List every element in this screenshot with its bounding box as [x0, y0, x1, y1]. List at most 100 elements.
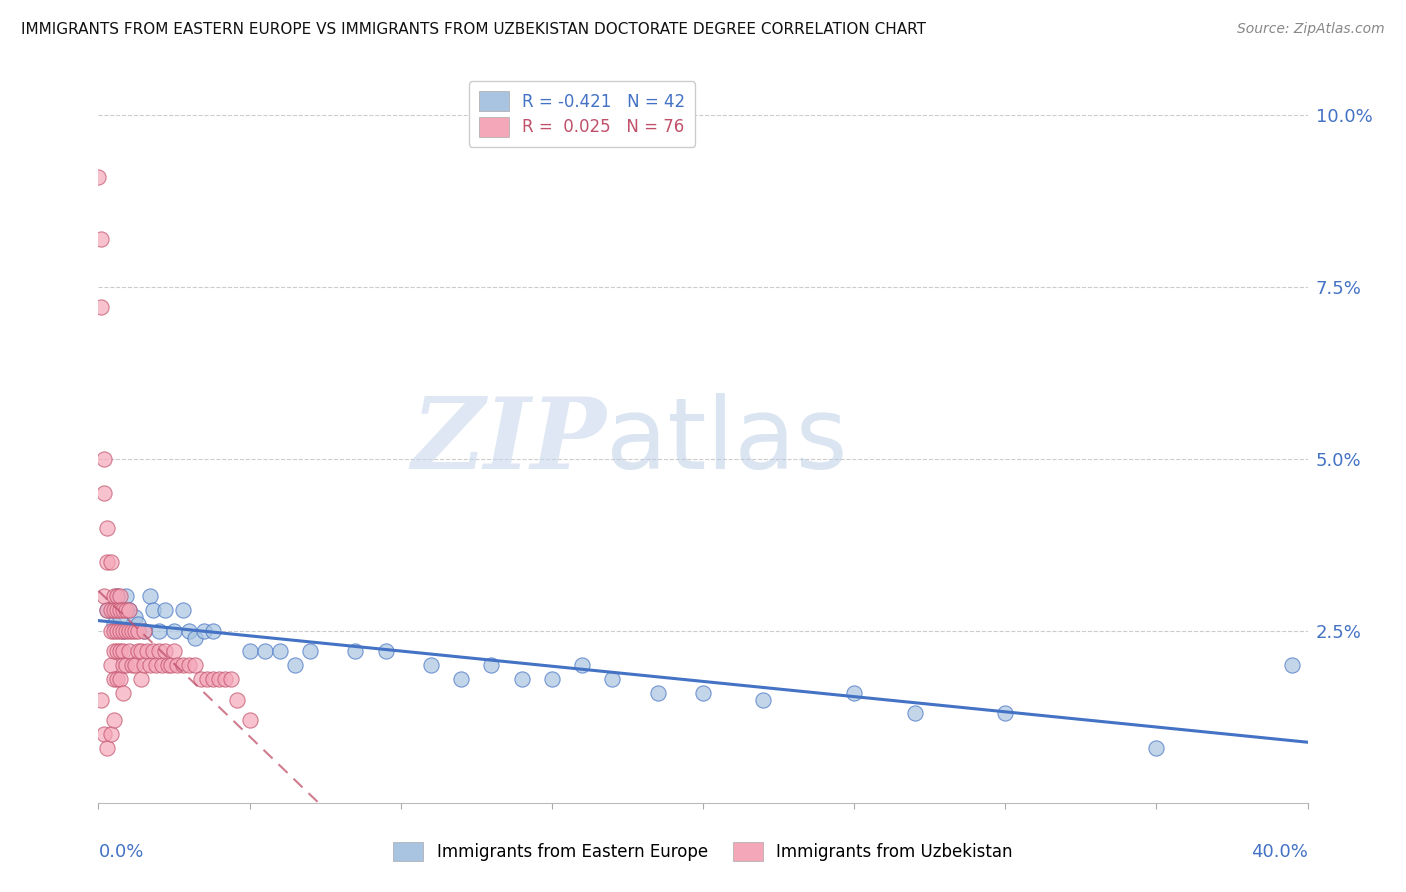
Point — [124, 610, 146, 624]
Point — [221, 672, 243, 686]
Point — [103, 644, 125, 658]
Point — [124, 658, 146, 673]
Point — [1281, 658, 1303, 673]
Point — [111, 624, 134, 638]
Point — [114, 658, 136, 673]
Point — [96, 555, 118, 569]
Point — [90, 692, 112, 706]
Point — [139, 658, 162, 673]
Point — [253, 644, 276, 658]
Point — [96, 520, 118, 534]
Point — [148, 644, 170, 658]
Point — [139, 590, 162, 604]
Point — [90, 231, 112, 245]
Point — [105, 624, 128, 638]
Point — [93, 486, 115, 500]
Point — [105, 590, 128, 604]
Point — [540, 672, 562, 686]
Point — [190, 672, 212, 686]
Text: atlas: atlas — [606, 393, 848, 490]
Point — [374, 644, 396, 658]
Point — [344, 644, 367, 658]
Point — [239, 644, 262, 658]
Point — [105, 644, 128, 658]
Point — [284, 658, 307, 673]
Point — [103, 672, 125, 686]
Point — [111, 686, 134, 700]
Point — [96, 603, 118, 617]
Point — [118, 624, 141, 638]
Point — [193, 624, 215, 638]
Text: Source: ZipAtlas.com: Source: ZipAtlas.com — [1237, 22, 1385, 37]
Text: ZIP: ZIP — [412, 393, 606, 490]
Point — [103, 713, 125, 727]
Point — [87, 169, 110, 184]
Point — [118, 603, 141, 617]
Point — [111, 624, 134, 638]
Point — [156, 658, 179, 673]
Point — [184, 658, 207, 673]
Point — [195, 672, 218, 686]
Point — [93, 590, 115, 604]
Point — [142, 603, 165, 617]
Point — [202, 672, 225, 686]
Point — [299, 644, 322, 658]
Point — [142, 644, 165, 658]
Point — [108, 590, 131, 604]
Point — [103, 624, 125, 638]
Point — [111, 644, 134, 658]
Point — [105, 603, 128, 617]
Point — [129, 644, 152, 658]
Point — [239, 713, 262, 727]
Point — [96, 603, 118, 617]
Point — [153, 644, 176, 658]
Point — [602, 672, 624, 686]
Point — [108, 644, 131, 658]
Point — [752, 692, 775, 706]
Point — [692, 686, 714, 700]
Point — [124, 624, 146, 638]
Point — [214, 672, 236, 686]
Point — [100, 624, 122, 638]
Text: 0.0%: 0.0% — [98, 843, 143, 861]
Point — [100, 555, 122, 569]
Point — [93, 451, 115, 466]
Point — [108, 603, 131, 617]
Point — [105, 672, 128, 686]
Point — [121, 658, 143, 673]
Point — [166, 658, 188, 673]
Point — [135, 644, 157, 658]
Point — [93, 727, 115, 741]
Point — [172, 658, 194, 673]
Point — [108, 672, 131, 686]
Legend: Immigrants from Eastern Europe, Immigrants from Uzbekistan: Immigrants from Eastern Europe, Immigran… — [387, 835, 1019, 868]
Point — [127, 616, 149, 631]
Point — [90, 301, 112, 315]
Point — [105, 590, 128, 604]
Point — [163, 624, 186, 638]
Point — [127, 624, 149, 638]
Point — [179, 624, 201, 638]
Point — [111, 658, 134, 673]
Point — [100, 727, 122, 741]
Point — [114, 590, 136, 604]
Point — [108, 610, 131, 624]
Point — [510, 672, 533, 686]
Point — [111, 603, 134, 617]
Point — [114, 603, 136, 617]
Point — [127, 644, 149, 658]
Point — [163, 644, 186, 658]
Legend: R = -0.421   N = 42, R =  0.025   N = 76: R = -0.421 N = 42, R = 0.025 N = 76 — [468, 81, 696, 146]
Point — [150, 658, 173, 673]
Point — [571, 658, 593, 673]
Point — [118, 644, 141, 658]
Point — [96, 740, 118, 755]
Point — [100, 603, 122, 617]
Text: 40.0%: 40.0% — [1251, 843, 1308, 861]
Point — [103, 603, 125, 617]
Point — [103, 616, 125, 631]
Point — [481, 658, 503, 673]
Point — [208, 672, 231, 686]
Point — [1144, 740, 1167, 755]
Point — [844, 686, 866, 700]
